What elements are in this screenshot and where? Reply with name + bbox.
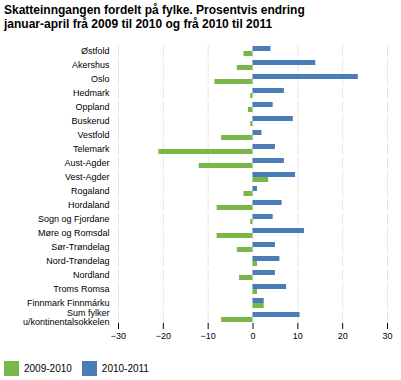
svg-text:Oslo: Oslo: [91, 74, 110, 84]
svg-text:−20: −20: [156, 331, 171, 341]
html-text:Skatteinngangen fordelt på fyl: Skatteinngangen fordelt på fylke. Prosen…: [4, 3, 305, 32]
svg-text:Rogaland: Rogaland: [71, 186, 110, 196]
svg-text:Akershus: Akershus: [72, 60, 110, 70]
svg-text:20: 20: [338, 331, 348, 341]
svg-text:Finnmark Finnmárku: Finnmark Finnmárku: [27, 298, 110, 308]
svg-text:Nord-Trøndelag: Nord-Trøndelag: [46, 256, 109, 266]
svg-text:Telemark: Telemark: [73, 144, 110, 154]
svg-text:Sør-Trøndelag: Sør-Trøndelag: [51, 242, 109, 252]
svg-text:Buskerud: Buskerud: [71, 116, 109, 126]
svg-text:Sogn og Fjordane: Sogn og Fjordane: [38, 214, 110, 224]
svg-text:Troms Romsa: Troms Romsa: [53, 284, 109, 294]
svg-text:−10: −10: [201, 331, 216, 341]
svg-text:Vestfold: Vestfold: [77, 130, 109, 140]
svg-text:Hedmark: Hedmark: [73, 88, 110, 98]
svg-text:0: 0: [250, 331, 255, 341]
svg-text:Aust-Agder: Aust-Agder: [64, 158, 109, 168]
svg-text:30: 30: [382, 331, 392, 341]
svg-text:Møre og Romsdal: Møre og Romsdal: [38, 228, 110, 238]
svg-text:Oppland: Oppland: [75, 102, 109, 112]
svg-text:Østfold: Østfold: [81, 46, 110, 56]
svg-text:Vest-Agder: Vest-Agder: [65, 172, 110, 182]
svg-text:Hordaland: Hordaland: [68, 200, 110, 210]
svg-text:−30: −30: [111, 331, 126, 341]
svg-text:10: 10: [293, 331, 303, 341]
svg-text:Nordland: Nordland: [73, 270, 110, 280]
html-text:2009-2010: 2009-2010: [24, 362, 72, 374]
html-text:2010-2011: 2010-2011: [101, 362, 149, 374]
svg-text:Sum fylkeru/kontinentalsokkele: Sum fylkeru/kontinentalsokkelen: [23, 308, 110, 327]
